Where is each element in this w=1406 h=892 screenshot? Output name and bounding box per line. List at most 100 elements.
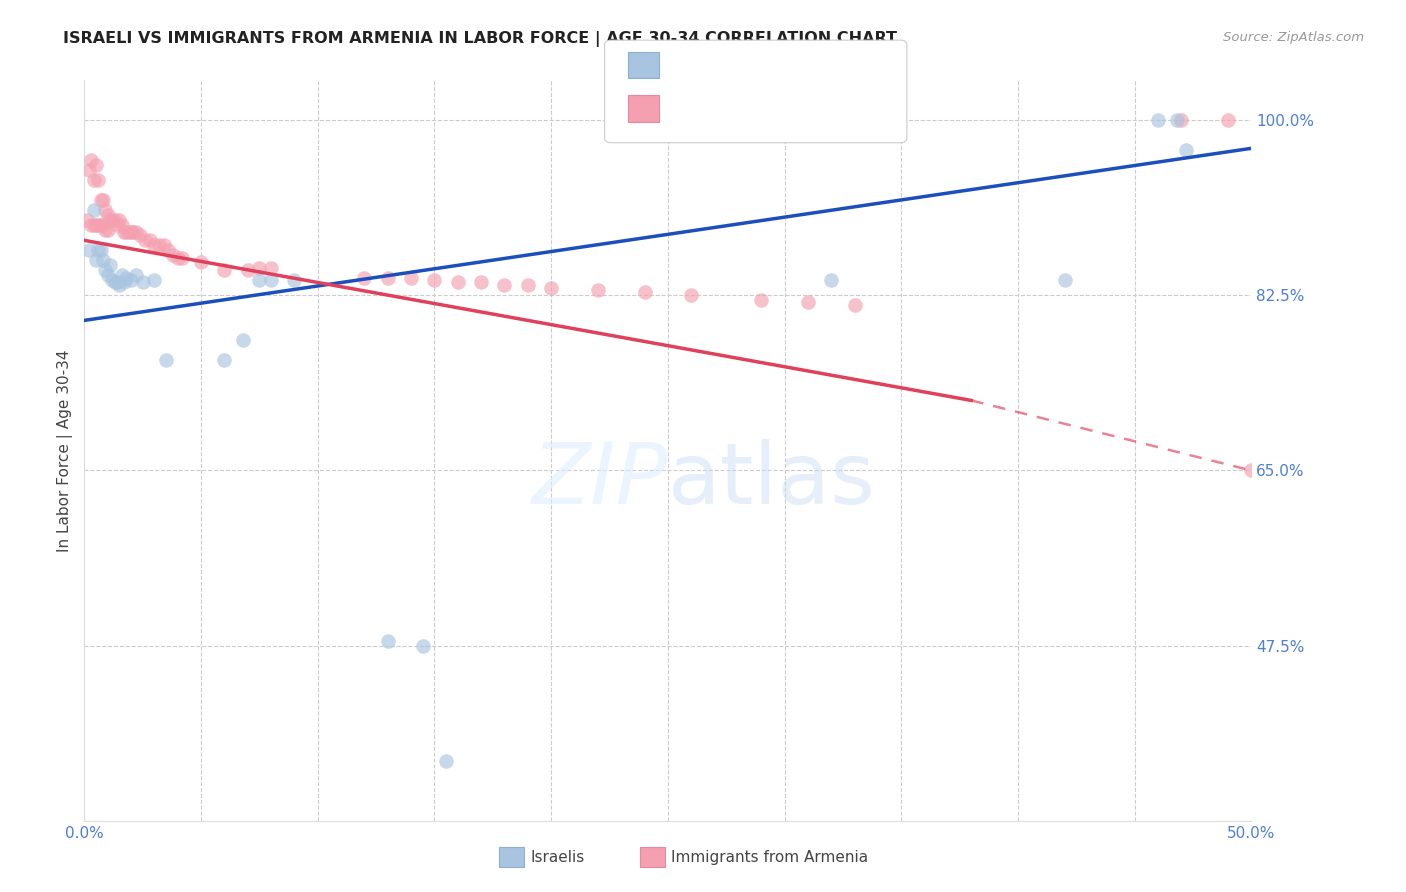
Point — [447, 276, 470, 290]
Point — [138, 233, 160, 247]
Text: R =: R = — [668, 100, 699, 118]
Point — [84, 253, 107, 268]
Point — [125, 268, 148, 283]
Point — [155, 353, 177, 368]
Point — [260, 273, 283, 287]
Point — [80, 219, 103, 233]
Point — [76, 213, 98, 227]
Point — [97, 268, 120, 283]
Point — [90, 219, 112, 233]
Point — [129, 228, 152, 243]
Point — [162, 248, 184, 262]
Point — [98, 259, 121, 273]
Point — [844, 298, 866, 312]
Point — [1170, 113, 1192, 128]
Point — [260, 261, 283, 276]
Point — [820, 273, 842, 287]
Point — [470, 276, 492, 290]
Point — [1053, 273, 1076, 287]
Point — [112, 225, 135, 239]
Text: ISRAELI VS IMMIGRANTS FROM ARMENIA IN LABOR FORCE | AGE 30-34 CORRELATION CHART: ISRAELI VS IMMIGRANTS FROM ARMENIA IN LA… — [63, 31, 897, 47]
Point — [83, 219, 105, 233]
Point — [97, 208, 120, 222]
Point — [83, 173, 105, 187]
Point — [1147, 113, 1170, 128]
Point — [108, 278, 131, 293]
Y-axis label: In Labor Force | Age 30-34: In Labor Force | Age 30-34 — [58, 349, 73, 552]
Text: N = 63: N = 63 — [787, 100, 849, 118]
Text: ZIP: ZIP — [531, 439, 668, 522]
Point — [749, 293, 772, 308]
Point — [586, 284, 609, 298]
Text: 0.197: 0.197 — [710, 56, 769, 74]
Point — [77, 244, 100, 258]
Point — [249, 261, 271, 276]
Text: N = 34: N = 34 — [787, 56, 849, 74]
Point — [80, 153, 103, 168]
Point — [112, 276, 135, 290]
Point — [84, 219, 107, 233]
Text: Israelis: Israelis — [530, 850, 585, 864]
Point — [540, 281, 562, 295]
Point — [143, 273, 166, 287]
Point — [87, 219, 110, 233]
Point — [90, 244, 112, 258]
Point — [516, 278, 538, 293]
Point — [125, 225, 148, 239]
Point — [236, 263, 259, 277]
Point — [104, 276, 127, 290]
Point — [377, 271, 399, 285]
Point — [1175, 144, 1198, 158]
Point — [115, 271, 138, 285]
Point — [434, 754, 457, 768]
Point — [111, 219, 134, 233]
Point — [797, 295, 820, 310]
Point — [120, 225, 142, 239]
Point — [104, 213, 127, 227]
Point — [377, 633, 399, 648]
Point — [87, 173, 110, 187]
Point — [122, 225, 145, 239]
Point — [214, 263, 236, 277]
Point — [148, 238, 170, 252]
Point — [399, 271, 422, 285]
Point — [412, 639, 434, 653]
Text: Immigrants from Armenia: Immigrants from Armenia — [671, 850, 868, 864]
Point — [91, 219, 114, 233]
Point — [152, 238, 174, 252]
Point — [1240, 463, 1263, 477]
Point — [190, 255, 212, 269]
Point — [249, 273, 271, 287]
Point — [83, 203, 105, 218]
Point — [90, 194, 112, 208]
Point — [91, 194, 114, 208]
Point — [77, 163, 100, 178]
Point — [84, 158, 107, 172]
Text: atlas: atlas — [668, 439, 876, 522]
Point — [105, 276, 128, 290]
Point — [111, 268, 134, 283]
Point — [214, 353, 236, 368]
Point — [118, 225, 141, 239]
Point — [166, 252, 188, 266]
Point — [143, 238, 166, 252]
Point — [87, 244, 110, 258]
Point — [108, 213, 131, 227]
Point — [94, 223, 117, 237]
Point — [120, 273, 142, 287]
Point — [97, 223, 120, 237]
Point — [134, 233, 156, 247]
Point — [101, 213, 124, 227]
Point — [681, 288, 703, 302]
Point — [91, 253, 114, 268]
Text: -0.265: -0.265 — [704, 100, 763, 118]
Point — [101, 273, 124, 287]
Point — [105, 219, 128, 233]
Point — [132, 276, 155, 290]
Point — [283, 273, 305, 287]
Point — [98, 213, 121, 227]
Point — [1166, 113, 1188, 128]
Point — [115, 225, 138, 239]
Point — [494, 278, 516, 293]
Point — [353, 271, 375, 285]
